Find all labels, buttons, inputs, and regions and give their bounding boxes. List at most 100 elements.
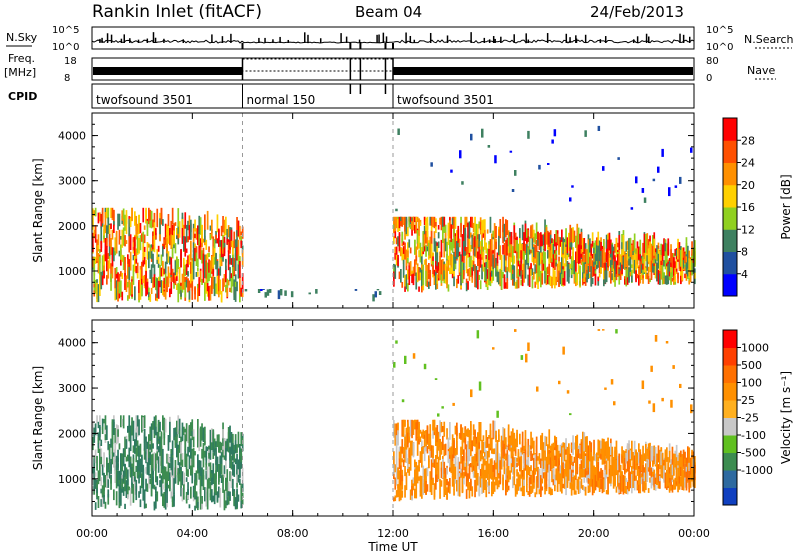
echo-cell: [569, 463, 572, 483]
echo-cell: [523, 263, 525, 283]
echo-cell: [506, 220, 509, 236]
echo-cell: [209, 265, 212, 278]
echo-cell: [215, 234, 217, 240]
echo-cell: [170, 491, 173, 499]
echo-cell: [100, 439, 103, 446]
echo-cell: [477, 234, 479, 240]
echo-cell: [115, 424, 118, 445]
echo-cell: [659, 262, 661, 271]
echo-cell: [503, 255, 506, 272]
echo-cell: [96, 488, 98, 493]
echo-cell: [629, 237, 632, 251]
echo-cell: [593, 439, 595, 456]
echo-cell: [475, 240, 478, 258]
echo-cell: [174, 471, 177, 484]
echo-cell: [594, 264, 597, 270]
echo-cell: [419, 267, 422, 273]
echo-cell: [181, 273, 184, 290]
colorbar-tick-label: 20: [741, 179, 755, 192]
echo-cell: [541, 273, 544, 285]
echo-cell: [197, 428, 199, 448]
echo-cell: [440, 461, 443, 472]
echo-cell: [132, 254, 135, 261]
echo-cell: [528, 445, 531, 456]
echo-cell: [103, 475, 105, 491]
echo-cell: [454, 252, 457, 264]
echo-cell: [556, 263, 559, 281]
echo-cell: [194, 480, 196, 499]
echo-cell: [512, 476, 514, 489]
echo-cell: [394, 253, 397, 260]
echo-cell: [633, 250, 636, 270]
echo-cell: [184, 452, 187, 466]
echo-cell: [538, 460, 541, 465]
echo-cell: [511, 189, 515, 192]
echo-cell: [534, 233, 537, 245]
echo-cell: [412, 479, 415, 491]
echo-cell: [393, 451, 395, 465]
echo-cell: [237, 494, 240, 502]
echo-cell: [99, 465, 101, 482]
echo-cell: [570, 458, 573, 466]
echo-cell: [437, 241, 440, 248]
echo-cell: [523, 482, 525, 497]
echo-cell: [110, 273, 112, 291]
echo-cell: [188, 280, 191, 291]
echo-cell: [136, 223, 139, 237]
echo-cell: [173, 428, 175, 441]
echo-cell: [234, 253, 237, 271]
echo-cell: [531, 268, 534, 276]
echo-cell: [229, 267, 231, 282]
echo-cell: [216, 434, 219, 448]
echo-cell: [562, 254, 565, 267]
echo-cell: [177, 448, 180, 461]
echo-cell: [569, 413, 572, 416]
echo-cell: [204, 493, 206, 502]
echo-cell: [122, 208, 125, 219]
echo-cell: [579, 254, 581, 264]
echo-cell: [450, 263, 453, 274]
echo-cell: [533, 229, 535, 239]
echo-cell: [677, 272, 679, 284]
echo-cell: [589, 443, 591, 462]
echo-cell: [432, 445, 434, 462]
echo-cell: [426, 216, 429, 230]
echo-cell: [512, 453, 514, 467]
echo-cell: [680, 271, 682, 276]
echo-cell: [561, 239, 563, 259]
echo-cell: [233, 279, 236, 300]
echo-cell: [570, 469, 573, 482]
echo-cell: [614, 477, 616, 486]
echo-cell: [460, 472, 462, 478]
echo-cell: [638, 451, 640, 464]
echo-cell: [94, 279, 97, 294]
echo-cell: [430, 243, 433, 265]
echo-cell: [164, 237, 167, 245]
echo-cell: [215, 286, 217, 294]
echo-cell: [145, 207, 147, 224]
echo-cell: [397, 128, 400, 135]
echo-cell: [398, 232, 401, 237]
echo-cell: [122, 448, 125, 467]
echo-cell: [124, 235, 126, 247]
echo-cell: [475, 266, 478, 284]
echo-cell: [423, 434, 426, 439]
echo-cell: [149, 478, 152, 485]
echo-cell: [208, 477, 210, 489]
echo-cell: [653, 456, 656, 462]
echo-cell: [198, 473, 201, 479]
echo-cell: [684, 480, 686, 488]
echo-cell: [401, 475, 404, 482]
echo-cell: [587, 478, 590, 484]
echo-cell: [660, 466, 663, 473]
echo-cell: [213, 240, 216, 258]
echo-cell: [544, 488, 546, 495]
echo-cell: [524, 430, 527, 450]
echo-cell: [500, 271, 503, 290]
x-tick-label: 08:00: [277, 527, 309, 540]
echo-cell: [488, 435, 490, 439]
echo-cell: [639, 247, 642, 267]
echo-cell: [198, 242, 201, 259]
echo-cell: [621, 446, 623, 456]
